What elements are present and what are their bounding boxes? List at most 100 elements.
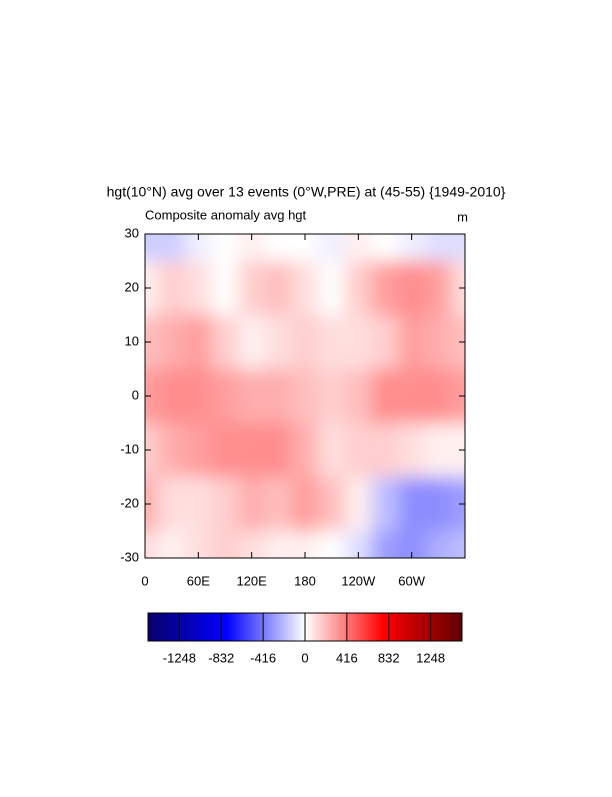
x-tick-label: 0 [141, 573, 148, 588]
y-tick-label: 0 [132, 387, 139, 402]
field-cell [145, 423, 159, 477]
field-cell [451, 369, 465, 423]
field-cell [265, 234, 292, 261]
field-cell [398, 477, 425, 531]
y-tick-label: -30 [120, 549, 139, 564]
field-cell [345, 315, 372, 369]
field-cell [451, 477, 465, 531]
field-cell [371, 423, 399, 477]
field-cell [158, 531, 185, 558]
colorbar-tick-label: -1248 [163, 650, 196, 665]
field-cell [398, 315, 425, 369]
y-tick-label: -20 [120, 495, 139, 510]
field-cell [425, 234, 452, 261]
chart-title: hgt(10°N) avg over 13 events (0°W,PRE) a… [107, 184, 506, 200]
field-cell [185, 477, 212, 531]
field-cell [451, 423, 465, 477]
field-cell [318, 531, 345, 558]
colorbar-tick-label: 416 [336, 650, 358, 665]
field-cell [451, 261, 465, 315]
field-cell [398, 261, 425, 315]
field-cell [371, 369, 399, 423]
colorbar-tick-label: -832 [208, 650, 234, 665]
field-cell [185, 369, 212, 423]
field-cell [398, 234, 425, 261]
field-cell [265, 423, 292, 477]
field-cell [291, 369, 319, 423]
field-cell [265, 531, 292, 558]
field-cell [345, 477, 372, 531]
field-cell [265, 261, 292, 315]
field-cell [318, 315, 345, 369]
field-cell [211, 234, 239, 261]
field-cell [145, 477, 159, 531]
field-cell [145, 531, 159, 558]
field-cell [211, 423, 239, 477]
field-cell [371, 261, 399, 315]
field-cell [318, 261, 345, 315]
field-cell [291, 423, 319, 477]
subtitle: Composite anomaly avg hgt [145, 207, 307, 222]
field-cell [158, 261, 185, 315]
field-cell [265, 477, 292, 531]
field-cell [318, 369, 345, 423]
field-cell [238, 423, 265, 477]
field-cell [185, 423, 212, 477]
field-cell [265, 315, 292, 369]
field-cell [425, 315, 452, 369]
field-cell [238, 477, 265, 531]
x-tick-label: 120E [236, 573, 267, 588]
field-cell [265, 369, 292, 423]
field-cell [425, 531, 452, 558]
field-cell [425, 477, 452, 531]
field-cell [451, 234, 465, 261]
field-cell [238, 315, 265, 369]
field-cell [158, 315, 185, 369]
colorbar-tick-label: -416 [250, 650, 276, 665]
x-tick-label: 60E [187, 573, 210, 588]
field-cell [211, 315, 239, 369]
field-cell [211, 477, 239, 531]
axes: 0 60E 120E 180 120W 60W 30 20 10 0 -10 -20 -30 [120, 225, 465, 588]
field-cell [158, 234, 185, 261]
field-cell [158, 423, 185, 477]
field-cell [291, 315, 319, 369]
field-cell [238, 369, 265, 423]
field-cell [238, 261, 265, 315]
field-cell [425, 261, 452, 315]
field-cell [145, 315, 159, 369]
field-cell [371, 234, 399, 261]
field-cell [291, 477, 319, 531]
field-cell [371, 477, 399, 531]
field-cell [318, 234, 345, 261]
field-cell [345, 423, 372, 477]
units-label: m [457, 209, 468, 224]
field-clip [145, 234, 465, 558]
field-cell [318, 423, 345, 477]
field-cell [398, 369, 425, 423]
field-cell [211, 531, 239, 558]
field-cell [145, 261, 159, 315]
field-cell [318, 477, 345, 531]
x-tick-label: 120W [341, 573, 376, 588]
field-cell [425, 369, 452, 423]
field-cell [371, 531, 399, 558]
field-cell [185, 261, 212, 315]
field-cell [145, 234, 159, 261]
y-tick-label: 30 [125, 225, 139, 240]
field [145, 234, 465, 558]
field-cell [398, 423, 425, 477]
field-cell [158, 369, 185, 423]
colorbar-ticks: -1248 -832 -416 0 416 832 1248 [163, 613, 445, 665]
field-cell [211, 369, 239, 423]
field-cell [291, 261, 319, 315]
colorbar-tick-label: 0 [301, 650, 308, 665]
field-cell [451, 531, 465, 558]
field-cell [371, 315, 399, 369]
field-cell [158, 477, 185, 531]
x-tick-label: 180 [294, 573, 316, 588]
y-tick-label: 10 [125, 333, 139, 348]
y-tick-label: 20 [125, 279, 139, 294]
